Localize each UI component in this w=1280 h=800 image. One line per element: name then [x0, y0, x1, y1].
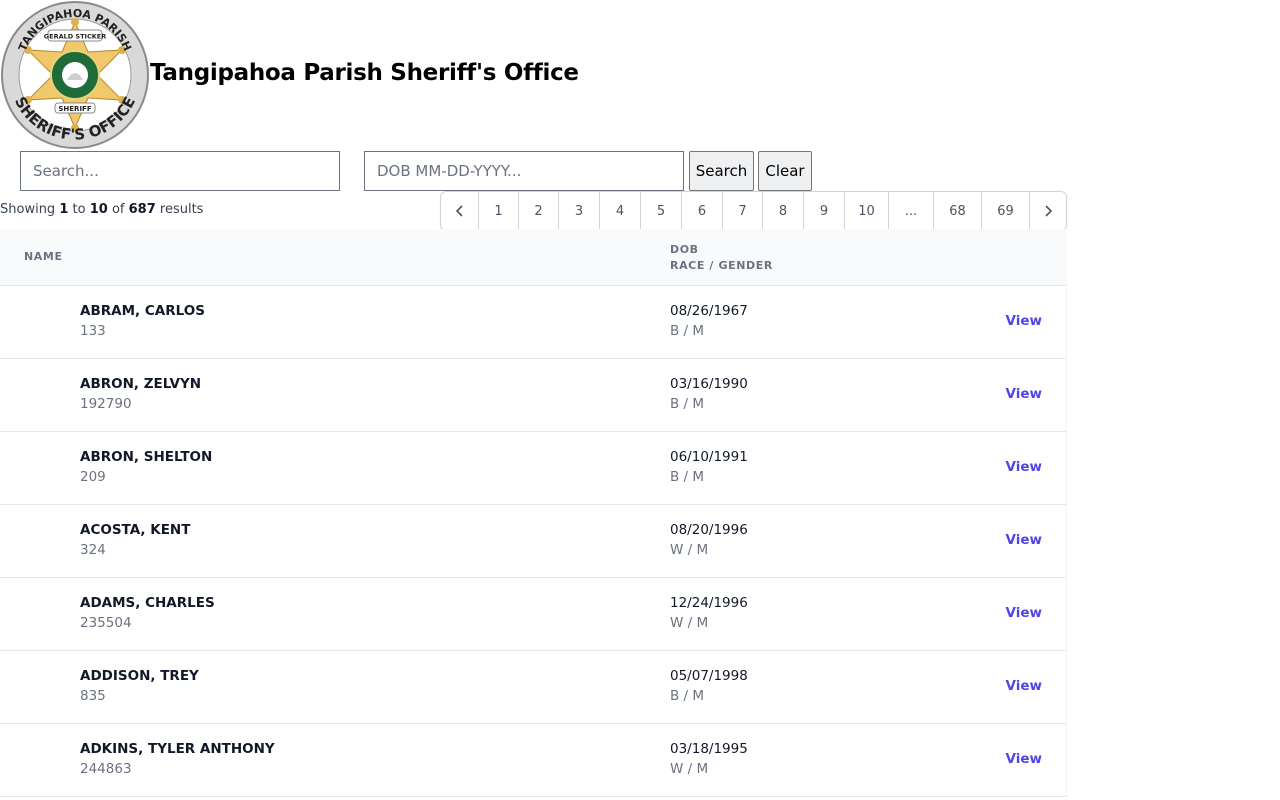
- row-name: ADKINS, TYLER ANTHONY: [80, 741, 275, 757]
- row-race-gender: B / M: [670, 688, 705, 704]
- page-title: Tangipahoa Parish Sheriff's Office: [150, 60, 579, 86]
- row-race-gender: B / M: [670, 323, 705, 339]
- row-id: 324: [80, 542, 106, 558]
- page-10-button[interactable]: 10: [844, 192, 888, 230]
- page-4-button[interactable]: 4: [599, 192, 640, 230]
- clear-button[interactable]: Clear: [758, 151, 812, 191]
- table-row: ADKINS, TYLER ANTHONY 244863 03/18/1995 …: [0, 724, 1067, 797]
- table-row: ACOSTA, KENT 324 08/20/1996 W / M View: [0, 505, 1067, 578]
- page-7-button[interactable]: 7: [722, 192, 762, 230]
- row-name: ACOSTA, KENT: [80, 522, 191, 538]
- column-header-dob: DOB RACE / GENDER: [670, 243, 773, 272]
- page-68-button[interactable]: 68: [933, 192, 981, 230]
- svg-text:GERALD STICKER: GERALD STICKER: [44, 33, 106, 41]
- row-id: 244863: [80, 761, 132, 777]
- row-dob: 03/16/1990: [670, 376, 748, 392]
- row-id: 192790: [80, 396, 132, 412]
- row-name: ADDISON, TREY: [80, 668, 199, 684]
- row-name: ABRAM, CARLOS: [80, 303, 205, 319]
- results-from: 1: [59, 202, 69, 217]
- view-link[interactable]: View: [1005, 751, 1042, 767]
- dob-search-input[interactable]: [364, 151, 684, 191]
- pagination-ellipsis: ...: [888, 192, 933, 230]
- svg-text:SHERIFF: SHERIFF: [58, 105, 91, 113]
- row-dob: 08/20/1996: [670, 522, 748, 538]
- view-link[interactable]: View: [1005, 532, 1042, 548]
- view-link[interactable]: View: [1005, 313, 1042, 329]
- row-dob: 05/07/1998: [670, 668, 748, 684]
- row-race-gender: W / M: [670, 615, 709, 631]
- row-race-gender: W / M: [670, 542, 709, 558]
- column-header-name: NAME: [24, 250, 63, 263]
- page-69-button[interactable]: 69: [981, 192, 1029, 230]
- name-search-input[interactable]: [20, 151, 340, 191]
- row-id: 235504: [80, 615, 132, 631]
- row-name: ADAMS, CHARLES: [80, 595, 215, 611]
- chevron-right-icon: [1045, 205, 1053, 217]
- row-race-gender: B / M: [670, 396, 705, 412]
- search-button[interactable]: Search: [689, 151, 754, 191]
- inmate-table: NAME DOB RACE / GENDER ABRAM, CARLOS 133…: [0, 229, 1067, 797]
- page-8-button[interactable]: 8: [762, 192, 803, 230]
- page-header: GERALD STICKER SHERIFF TANGIPAHOA PARISH…: [0, 0, 1280, 150]
- view-link[interactable]: View: [1005, 678, 1042, 694]
- view-link[interactable]: View: [1005, 459, 1042, 475]
- row-dob: 12/24/1996: [670, 595, 748, 611]
- page-5-button[interactable]: 5: [640, 192, 681, 230]
- row-name: ABRON, SHELTON: [80, 449, 213, 465]
- page-6-button[interactable]: 6: [681, 192, 722, 230]
- prev-page-button[interactable]: [441, 192, 478, 230]
- row-race-gender: W / M: [670, 761, 709, 777]
- results-to: 10: [89, 202, 108, 217]
- page-3-button[interactable]: 3: [558, 192, 599, 230]
- view-link[interactable]: View: [1005, 386, 1042, 402]
- chevron-left-icon: [455, 205, 463, 217]
- row-id: 209: [80, 469, 106, 485]
- pagination: 1 2 3 4 5 6 7 8 9 10 ... 68 69: [440, 191, 1067, 231]
- table-row: ABRAM, CARLOS 133 08/26/1967 B / M View: [0, 286, 1067, 359]
- row-name: ABRON, ZELVYN: [80, 376, 202, 392]
- row-id: 133: [80, 323, 106, 339]
- page-1-button[interactable]: 1: [478, 192, 518, 230]
- page-2-button[interactable]: 2: [518, 192, 558, 230]
- next-page-button[interactable]: [1029, 192, 1066, 230]
- table-row: ABRON, ZELVYN 192790 03/16/1990 B / M Vi…: [0, 359, 1067, 432]
- page-9-button[interactable]: 9: [803, 192, 844, 230]
- results-summary: Showing 1 to 10 of 687 results: [0, 202, 204, 217]
- row-dob: 03/18/1995: [670, 741, 748, 757]
- row-id: 835: [80, 688, 106, 704]
- table-row: ABRON, SHELTON 209 06/10/1991 B / M View: [0, 432, 1067, 505]
- row-dob: 08/26/1967: [670, 303, 748, 319]
- table-row: ADDISON, TREY 835 05/07/1998 B / M View: [0, 651, 1067, 724]
- sheriff-badge-logo: GERALD STICKER SHERIFF TANGIPAHOA PARISH…: [1, 1, 149, 149]
- row-dob: 06/10/1991: [670, 449, 748, 465]
- table-row: ADAMS, CHARLES 235504 12/24/1996 W / M V…: [0, 578, 1067, 651]
- row-race-gender: B / M: [670, 469, 705, 485]
- view-link[interactable]: View: [1005, 605, 1042, 621]
- results-total: 687: [128, 202, 156, 217]
- table-header: NAME DOB RACE / GENDER: [0, 229, 1067, 286]
